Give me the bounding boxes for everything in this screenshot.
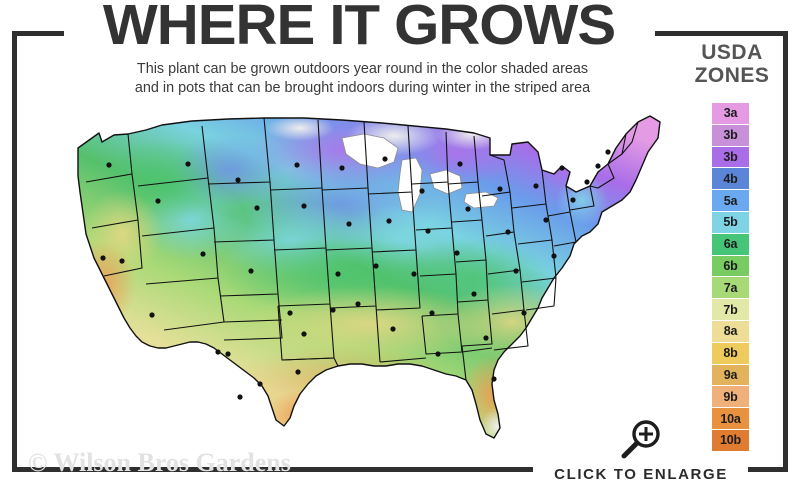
frame-bottom-left-segment	[12, 467, 533, 472]
legend-swatch-label: 10b	[720, 433, 741, 448]
usda-hardiness-zone-map[interactable]	[42, 108, 682, 458]
legend-swatch-6a-6[interactable]: 6a	[712, 233, 749, 256]
legend-swatch-label: 7a	[723, 280, 738, 295]
legend-swatch-8a-10[interactable]: 8a	[712, 320, 749, 343]
usda-zone-legend: 3a 3b 3b 4b 5a 5b 6a 6b 7a 7b 8a 8b 9a 9b 10a 10b	[712, 103, 749, 452]
legend-swatch-3b-2[interactable]: 3b	[712, 146, 749, 169]
frame-top-right-segment	[655, 31, 788, 36]
legend-swatch-5a-4[interactable]: 5a	[712, 190, 749, 212]
legend-title-line-2: ZONES	[694, 63, 770, 87]
legend-swatch-3b-1[interactable]: 3b	[712, 124, 749, 147]
legend-swatch-label: 3a	[723, 106, 738, 121]
magnifier-svg	[621, 420, 660, 459]
page-title: WHERE IT GROWS	[102, 0, 616, 57]
legend-swatch-label: 5b	[723, 215, 738, 230]
frame-bottom-right-segment	[748, 467, 788, 472]
state-borders	[77, 115, 661, 439]
legend-swatch-label: 7b	[723, 302, 738, 317]
legend-swatch-label: 9a	[723, 367, 738, 382]
great-lakes	[341, 133, 499, 213]
magnifier-plus-icon[interactable]	[617, 418, 665, 462]
subtitle-line-2: and in pots that can be brought indoors …	[134, 80, 591, 96]
frame-left-segment	[12, 31, 17, 472]
legend-swatch-label: 4b	[723, 171, 738, 186]
legend-swatch-label: 8b	[723, 346, 738, 361]
frame-right-segment	[783, 31, 788, 472]
frame-top-left-segment	[12, 31, 64, 36]
legend-swatch-4b-3[interactable]: 4b	[712, 168, 749, 191]
legend-swatch-label: 3b	[723, 149, 738, 164]
legend-swatch-7a-8[interactable]: 7a	[712, 277, 749, 300]
legend-swatch-5b-5[interactable]: 5b	[712, 211, 749, 234]
legend-swatch-label: 8a	[723, 324, 738, 339]
legend-swatch-label: 3b	[723, 128, 738, 143]
legend-swatch-3a-0[interactable]: 3a	[712, 103, 749, 125]
legend-swatch-label: 6a	[723, 237, 738, 252]
legend-swatch-8b-11[interactable]: 8b	[712, 342, 749, 365]
legend-swatch-label: 9b	[723, 389, 738, 404]
legend-swatch-9a-12[interactable]: 9a	[712, 364, 749, 387]
legend-swatch-label: 5a	[723, 193, 738, 208]
legend-swatch-label: 6b	[723, 258, 738, 273]
page-subtitle: This plant can be grown outdoors year ro…	[55, 60, 670, 98]
legend-title: USDA ZONES	[676, 41, 788, 87]
legend-swatch-10b-15[interactable]: 10b	[712, 429, 749, 452]
subtitle-line-1: This plant can be grown outdoors year ro…	[136, 61, 589, 77]
legend-swatch-9b-13[interactable]: 9b	[712, 386, 749, 409]
legend-swatch-6b-7[interactable]: 6b	[712, 255, 749, 278]
legend-swatch-7b-9[interactable]: 7b	[712, 299, 749, 321]
legend-swatch-label: 10a	[720, 411, 741, 426]
legend-swatch-10a-14[interactable]: 10a	[712, 408, 749, 430]
click-to-enlarge-label[interactable]: CLICK TO ENLARGE	[554, 466, 728, 483]
legend-title-line-1: USDA	[701, 41, 763, 64]
map-svg	[77, 115, 661, 439]
city-dots	[100, 149, 611, 400]
watermark: © Wilson Bros Gardens	[28, 448, 291, 477]
